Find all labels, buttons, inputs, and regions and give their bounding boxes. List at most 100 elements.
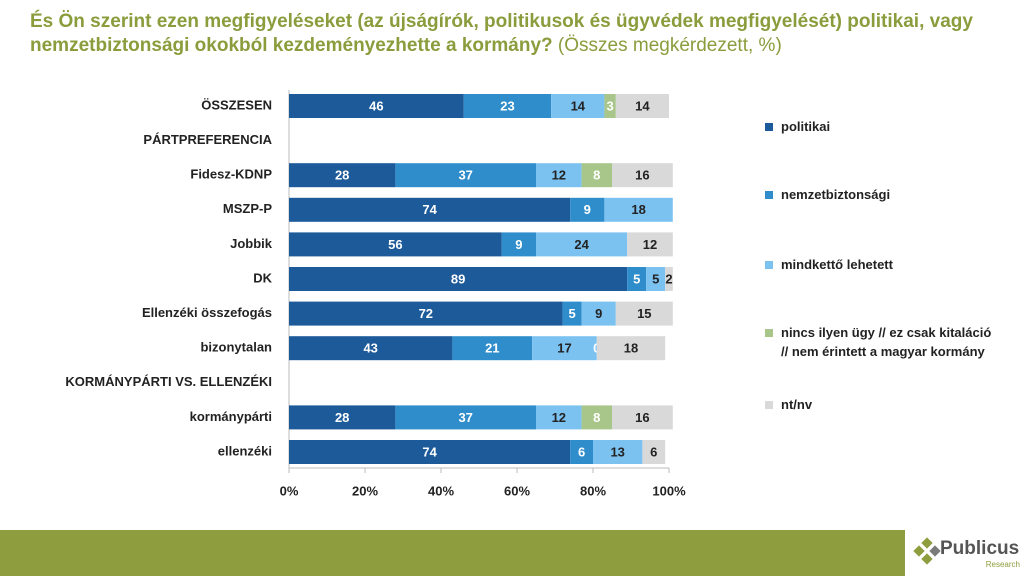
- category-label: kormánypárti: [190, 409, 272, 424]
- value-label: 5: [652, 271, 659, 286]
- bar-segment: [593, 440, 643, 464]
- legend-label: mindkettő lehetett: [781, 257, 893, 272]
- value-label: 9: [515, 237, 522, 252]
- logo-name: Publicus: [940, 538, 1019, 559]
- logo-icon: [913, 537, 941, 565]
- legend-entry: mindkettő lehetett: [765, 255, 995, 274]
- legend-swatch: [765, 123, 773, 131]
- subtitle: (Összes megkérdezett, %): [557, 35, 782, 56]
- legend-entry: politikai: [765, 117, 995, 136]
- bar-segment: [463, 94, 552, 118]
- bar-segment: [570, 197, 605, 222]
- bar-segment: [581, 405, 612, 430]
- value-label: 28: [335, 410, 349, 425]
- footer-band: [0, 530, 905, 576]
- bar-segment: [289, 301, 563, 326]
- value-label: 21: [485, 341, 499, 356]
- bar-segment: [596, 336, 666, 361]
- category-label: bizonytalan: [200, 340, 272, 355]
- bar-segment: [536, 232, 628, 257]
- bar-segment: [615, 301, 673, 326]
- x-tick-label: 40%: [428, 483, 454, 498]
- bar-segment: [536, 405, 582, 430]
- legend-swatch: [765, 191, 773, 199]
- bar-segment: [289, 440, 571, 464]
- category-label: DK: [253, 270, 272, 285]
- value-label: 3: [606, 98, 613, 113]
- legend-label: nincs ilyen ügy // ez csak kitaláció // …: [781, 325, 992, 359]
- value-label: 9: [595, 306, 602, 321]
- category-label: Jobbik: [230, 236, 273, 251]
- x-tick-label: 20%: [352, 483, 378, 498]
- logo-sub: Research: [986, 560, 1020, 569]
- legend-label: politikai: [781, 119, 831, 134]
- value-label: 16: [635, 168, 649, 183]
- bar-segment: [581, 301, 616, 326]
- value-label: 17: [557, 341, 571, 356]
- bar-segment: [532, 336, 597, 361]
- value-label: 14: [635, 98, 650, 113]
- value-label: 37: [458, 410, 472, 425]
- bar-segment: [395, 163, 536, 188]
- value-label: 46: [369, 98, 383, 113]
- bar-segment: [289, 94, 464, 118]
- value-label: 74: [422, 444, 437, 459]
- bar-segment: [627, 267, 647, 291]
- value-label: 37: [458, 168, 472, 183]
- legend-entry: nincs ilyen ügy // ez csak kitaláció // …: [765, 323, 995, 361]
- value-label: 14: [571, 98, 586, 113]
- category-label: Ellenzéki összefogás: [142, 305, 272, 320]
- bar-segment: [665, 267, 673, 291]
- bar-segment: [289, 232, 502, 257]
- value-label: 12: [552, 168, 566, 183]
- legend-label: nemzetbiztonsági: [781, 187, 891, 202]
- bar-segment: [627, 232, 673, 257]
- legend-swatch: [765, 401, 773, 409]
- category-label: KORMÁNYPÁRTI VS. ELLENZÉKI: [65, 374, 272, 389]
- bar-segment: [604, 94, 616, 118]
- bar-segment: [562, 301, 582, 326]
- bar-segment: [395, 405, 536, 430]
- value-label: 18: [631, 202, 645, 217]
- value-label: 12: [643, 237, 657, 252]
- bar-segment: [581, 163, 612, 188]
- bar-segment: [612, 163, 673, 188]
- bar-segment: [646, 267, 666, 291]
- bar-segment: [642, 440, 666, 464]
- x-tick-label: 0%: [280, 483, 299, 498]
- bar-segment: [615, 94, 669, 118]
- value-label: 12: [552, 410, 566, 425]
- bar-segment: [289, 267, 628, 291]
- legend-entry: nt/nv: [765, 395, 995, 414]
- title-text: És Ön szerint ezen megfigyeléseket (az ú…: [30, 11, 973, 56]
- value-label: 15: [637, 306, 651, 321]
- legend-swatch: [765, 329, 773, 337]
- bar-segment: [289, 163, 396, 188]
- value-label: 2: [665, 271, 672, 286]
- category-label: ellenzéki: [218, 443, 272, 458]
- bar-segment: [536, 163, 582, 188]
- value-label: 8: [593, 168, 600, 183]
- chart-title: És Ön szerint ezen megfigyeléseket (az ú…: [30, 10, 1010, 58]
- category-label: PÁRTPREFERENCIA: [143, 132, 272, 147]
- x-tick-label: 60%: [504, 483, 530, 498]
- value-label: 72: [419, 306, 433, 321]
- value-label: 56: [388, 237, 402, 252]
- bar-segment: [612, 405, 673, 430]
- value-label: 8: [593, 410, 600, 425]
- value-label: 43: [363, 341, 377, 356]
- value-label: 13: [610, 444, 624, 459]
- value-label: 9: [584, 202, 591, 217]
- bar-segment: [570, 440, 593, 464]
- legend-label: nt/nv: [781, 397, 813, 412]
- value-label: 89: [451, 271, 465, 286]
- bar-segment: [289, 405, 396, 430]
- value-label: 18: [624, 341, 638, 356]
- category-label: ÖSSZESEN: [201, 97, 272, 112]
- bar-segment: [604, 197, 673, 222]
- value-label: 5: [568, 306, 575, 321]
- bar-segment: [501, 232, 536, 257]
- value-label: 5: [633, 271, 640, 286]
